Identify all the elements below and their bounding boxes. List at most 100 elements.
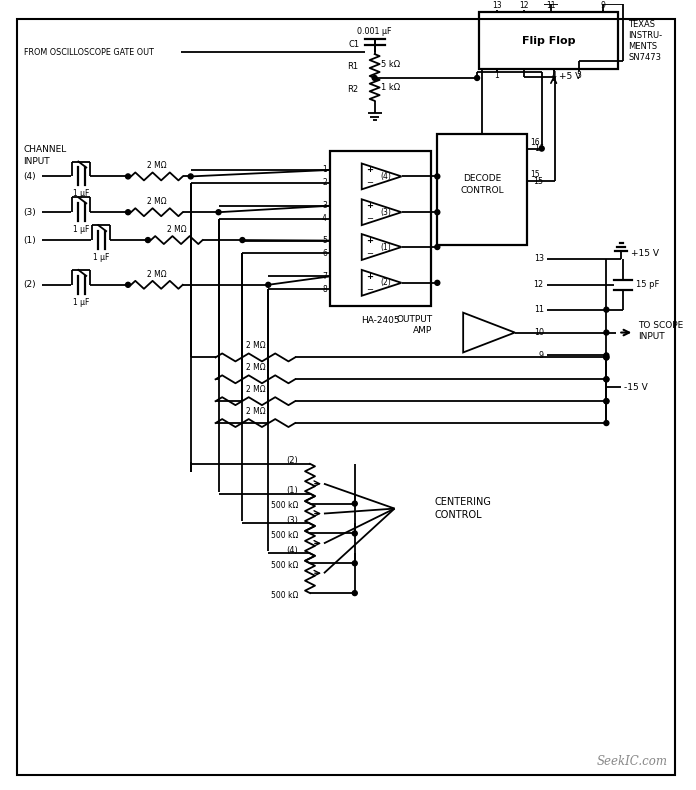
Text: 15: 15: [530, 171, 539, 179]
Text: 11: 11: [546, 2, 555, 10]
Text: 5 kΩ: 5 kΩ: [381, 59, 400, 69]
Circle shape: [240, 238, 245, 243]
Text: (2): (2): [380, 278, 391, 288]
Text: 9: 9: [601, 2, 606, 10]
Text: 1 kΩ: 1 kΩ: [381, 83, 400, 92]
Text: DECODE
CONTROL: DECODE CONTROL: [460, 174, 504, 195]
Text: 3: 3: [322, 201, 327, 210]
Circle shape: [352, 591, 357, 596]
Circle shape: [604, 307, 609, 312]
Text: TEXAS
INSTRU-
MENTS
SN7473: TEXAS INSTRU- MENTS SN7473: [628, 20, 663, 62]
Text: 1 μF: 1 μF: [93, 253, 109, 262]
Text: 4: 4: [322, 214, 327, 224]
Text: 5: 5: [576, 71, 581, 80]
Circle shape: [604, 330, 609, 335]
Text: 2 MΩ: 2 MΩ: [147, 198, 166, 206]
Text: 2 MΩ: 2 MΩ: [246, 407, 265, 416]
Text: 15: 15: [534, 177, 544, 186]
Circle shape: [125, 282, 131, 288]
Circle shape: [604, 377, 609, 382]
Circle shape: [266, 282, 271, 288]
Text: TO SCOPE
INPUT: TO SCOPE INPUT: [638, 321, 683, 340]
Text: 2 MΩ: 2 MΩ: [246, 341, 265, 351]
Text: 16: 16: [534, 144, 544, 153]
Text: R1: R1: [347, 62, 358, 70]
Text: 10: 10: [534, 328, 544, 337]
Text: (1): (1): [24, 235, 36, 245]
Circle shape: [435, 280, 440, 285]
Text: 1: 1: [322, 165, 327, 175]
Circle shape: [435, 245, 440, 250]
Circle shape: [188, 174, 193, 179]
Text: CENTERING
CONTROL: CENTERING CONTROL: [434, 498, 491, 520]
Text: 16: 16: [530, 137, 539, 147]
Text: OUTPUT
AMP: OUTPUT AMP: [396, 314, 432, 335]
Text: 6: 6: [322, 249, 327, 258]
Text: -15 V: -15 V: [624, 382, 648, 392]
Text: 2 MΩ: 2 MΩ: [147, 270, 166, 279]
Circle shape: [435, 209, 440, 215]
Text: (3): (3): [24, 208, 36, 216]
Circle shape: [475, 76, 480, 81]
Bar: [437, 134, 527, 245]
Text: 11: 11: [534, 305, 544, 314]
Text: HA-2405: HA-2405: [361, 316, 400, 325]
Text: +: +: [365, 236, 372, 245]
Circle shape: [372, 76, 377, 81]
Text: 1 μF: 1 μF: [73, 298, 90, 307]
Text: (3): (3): [286, 516, 298, 525]
Text: +: +: [365, 272, 372, 281]
Text: 7: 7: [322, 272, 327, 281]
Text: FROM OSCILLOSCOPE GATE OUT: FROM OSCILLOSCOPE GATE OUT: [24, 47, 154, 57]
Text: (1): (1): [380, 243, 391, 251]
Text: +: +: [365, 201, 372, 210]
Text: R2: R2: [347, 85, 358, 94]
Circle shape: [539, 146, 544, 151]
Circle shape: [604, 399, 609, 404]
Text: 13: 13: [492, 2, 502, 10]
Text: 4: 4: [551, 71, 556, 80]
Circle shape: [604, 353, 609, 358]
Text: (3): (3): [380, 208, 391, 216]
Text: 500 kΩ: 500 kΩ: [271, 531, 298, 540]
Bar: [330, 151, 432, 306]
Text: 1 μF: 1 μF: [73, 225, 90, 234]
Circle shape: [604, 399, 609, 404]
Circle shape: [216, 209, 221, 215]
Text: 2 MΩ: 2 MΩ: [147, 161, 166, 171]
Text: 9: 9: [539, 351, 544, 360]
Text: (4): (4): [286, 546, 298, 555]
Text: +: +: [365, 165, 372, 175]
Circle shape: [352, 561, 357, 566]
Text: (4): (4): [380, 172, 391, 181]
Text: 15 pF: 15 pF: [636, 280, 660, 289]
Circle shape: [604, 355, 609, 360]
Text: 0.001 μF: 0.001 μF: [358, 27, 392, 36]
Text: 13: 13: [534, 254, 544, 263]
Circle shape: [125, 209, 131, 215]
Text: 1 μF: 1 μF: [73, 190, 90, 198]
Text: −: −: [365, 249, 372, 258]
Text: +15 V: +15 V: [631, 250, 659, 258]
Text: CHANNEL
INPUT: CHANNEL INPUT: [24, 145, 67, 166]
Text: (2): (2): [24, 280, 36, 289]
Text: 12: 12: [534, 280, 544, 289]
Circle shape: [145, 238, 150, 243]
Text: 12: 12: [519, 2, 528, 10]
Text: 500 kΩ: 500 kΩ: [271, 561, 298, 570]
Circle shape: [604, 377, 609, 382]
Text: 2 MΩ: 2 MΩ: [246, 386, 265, 394]
Text: SeekIC.com: SeekIC.com: [597, 755, 668, 768]
Text: 500 kΩ: 500 kΩ: [271, 501, 298, 510]
Circle shape: [352, 531, 357, 536]
Circle shape: [125, 174, 131, 179]
Text: 2: 2: [322, 179, 327, 187]
Text: 5: 5: [322, 236, 327, 245]
Text: (4): (4): [24, 172, 36, 181]
Text: (1): (1): [286, 486, 298, 495]
Circle shape: [604, 420, 609, 426]
Text: 2 MΩ: 2 MΩ: [246, 363, 265, 372]
Text: −: −: [365, 214, 372, 224]
Circle shape: [604, 355, 609, 360]
Text: −: −: [365, 179, 372, 187]
